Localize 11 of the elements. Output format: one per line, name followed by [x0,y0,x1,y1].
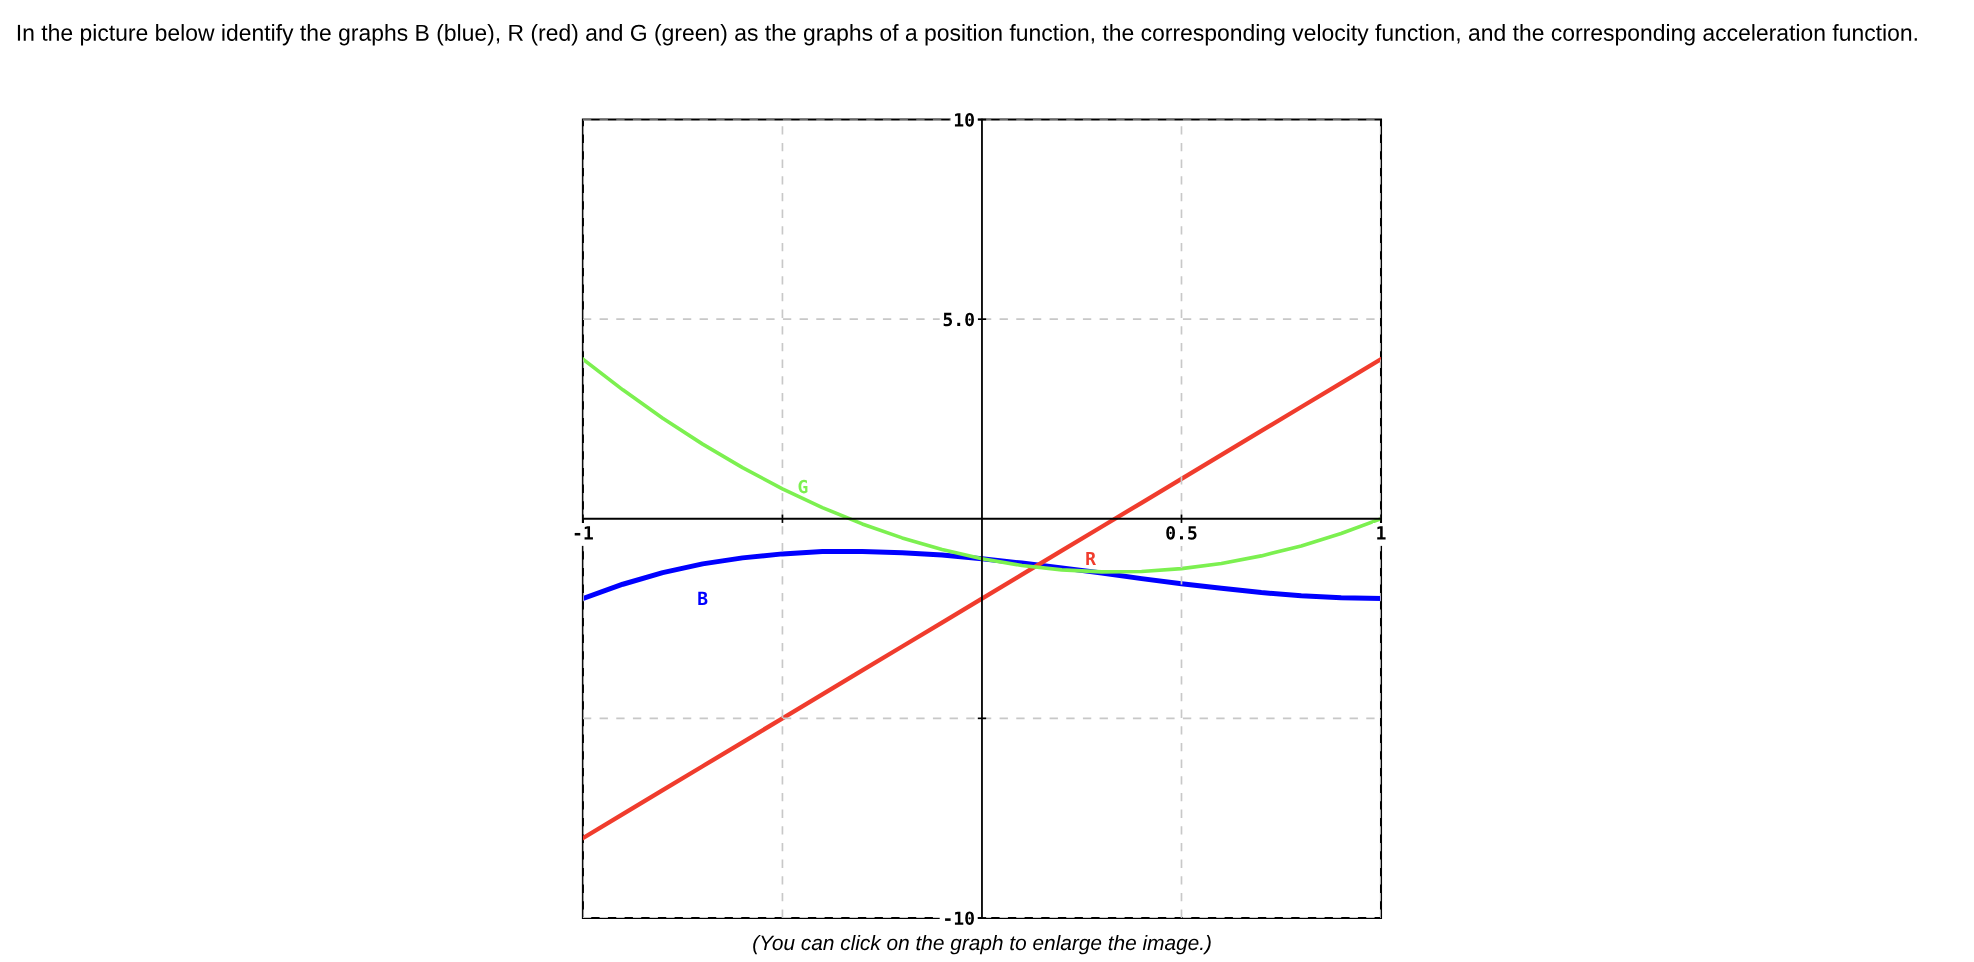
series-label: B [698,591,708,605]
chart-title: In the picture below identify the graphs B (blue), R (red) and G (green) as the graphs of a position function, the corresponding velocity function, and the corresponding acceleration function. [17,24,1917,46]
series-label: R [1086,551,1096,566]
x-tick-label: 0.5 [1166,526,1197,540]
text: (You can click on the graph to enlarge the image.) [753,934,1211,955]
x-tick-label: 1 [1377,526,1386,540]
y-tick-label: 5.0 [943,312,974,327]
x-tick-label: -1 [574,526,593,540]
y-tick-label: 10 [954,113,974,127]
y-tick-label: -10 [945,911,974,926]
series-label: G [798,479,808,494]
